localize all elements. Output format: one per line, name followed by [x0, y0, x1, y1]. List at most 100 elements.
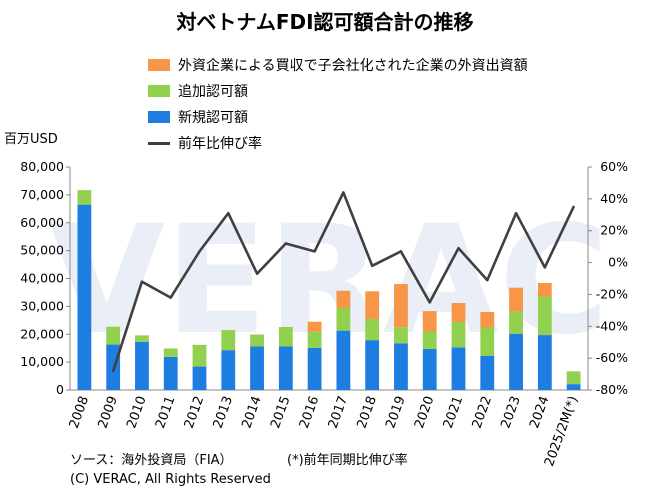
bar-additional — [451, 321, 466, 348]
legend-swatch-additional — [148, 85, 170, 97]
y-left-tick-label: 40,000 — [20, 271, 64, 286]
bar-new — [250, 346, 264, 390]
y-right-tick-label: 0% — [608, 255, 628, 270]
chart-title: 対ベトナムFDI認可額合計の推移 — [176, 10, 474, 34]
bar-new — [221, 350, 236, 390]
bar-ma — [422, 311, 437, 332]
y-left-tick-label: 80,000 — [20, 159, 64, 174]
legend-item-ma: 外資企業による買収で子会社化された企業の外資出資額 — [148, 52, 528, 78]
source-note: ソース：海外投資局（FIA） — [70, 453, 233, 468]
y-left-tick-label: 50,000 — [20, 243, 64, 258]
legend-label-additional: 追加認可額 — [178, 84, 248, 100]
bar-additional — [77, 190, 92, 205]
y-right-tick-label: -60% — [596, 350, 628, 365]
bar-new — [163, 356, 178, 390]
bar-new — [135, 341, 149, 390]
x-tick-label: 2010 — [124, 394, 149, 430]
x-tick-label: 2019 — [383, 394, 408, 430]
x-tick-label: 2021 — [441, 394, 466, 430]
x-tick-label: 2012 — [182, 394, 207, 430]
y-right-tick-label: 20% — [600, 223, 628, 238]
legend-item-growth: 前年比伸び率 — [148, 130, 528, 156]
y-left-tick-label: 10,000 — [20, 354, 64, 369]
bar-new — [307, 347, 322, 390]
bar-additional — [537, 296, 552, 336]
bar-new — [451, 347, 466, 390]
growth-point — [313, 250, 316, 253]
y-right-tick-label: -40% — [596, 318, 628, 333]
legend-swatch-new — [148, 111, 170, 123]
growth-point — [543, 266, 547, 269]
y-left-tick-label: 20,000 — [20, 326, 64, 341]
x-tick-label: 2013 — [211, 394, 236, 430]
y-left-tick-label: 0 — [56, 382, 64, 397]
bar-new — [566, 384, 581, 390]
legend-label-growth: 前年比伸び率 — [178, 136, 262, 152]
growth-point — [428, 301, 431, 304]
y-right-tick-label: -20% — [596, 286, 628, 301]
y-left-tick-label: 70,000 — [20, 187, 64, 202]
x-tick-label: 2009 — [96, 394, 121, 430]
bar-additional — [566, 371, 581, 385]
legend-swatch-growth — [148, 141, 170, 145]
bar-new — [365, 340, 380, 390]
bar-ma — [336, 290, 351, 309]
bar-new — [480, 355, 495, 390]
legend-swatch-ma — [148, 59, 170, 71]
growth-point — [198, 250, 201, 253]
x-tick-label: 2014 — [239, 394, 264, 430]
growth-point — [284, 242, 288, 245]
growth-point — [227, 211, 230, 215]
y-right-tick-label: 40% — [600, 191, 628, 206]
bar-additional — [365, 318, 380, 341]
bar-additional — [394, 327, 408, 344]
bar-additional — [192, 344, 207, 367]
x-tick-label: 2018 — [355, 394, 380, 430]
growth-point — [486, 278, 489, 282]
bar-new — [422, 349, 437, 390]
legend-item-additional: 追加認可額 — [148, 78, 528, 104]
bar-new — [394, 343, 408, 390]
x-tick-label: 2016 — [297, 394, 322, 430]
x-tick-label: 2015 — [268, 394, 293, 430]
x-tick-label: 2008 — [67, 394, 92, 430]
x-tick-label: 2020 — [412, 394, 437, 430]
legend-label-new: 新規認可額 — [178, 110, 248, 126]
growth-point — [255, 272, 259, 275]
bar-ma — [307, 321, 322, 332]
x-tick-label: 2017 — [326, 394, 351, 430]
bar-additional — [278, 327, 293, 347]
bar-new — [537, 335, 552, 390]
bar-additional — [336, 308, 351, 331]
growth-point — [111, 369, 115, 373]
bar-ma — [537, 282, 552, 297]
bar-additional — [106, 326, 121, 345]
bar-additional — [135, 335, 149, 342]
bar-ma — [365, 291, 380, 319]
bar-ma — [480, 311, 495, 328]
growth-point — [572, 205, 575, 209]
growth-point — [514, 211, 518, 215]
bar-additional — [480, 327, 495, 356]
growth-point — [399, 250, 403, 253]
bar-additional — [307, 331, 322, 348]
bar-ma — [451, 303, 466, 322]
bar-additional — [422, 331, 437, 350]
bar-ma — [509, 287, 523, 312]
bar-new — [77, 204, 92, 390]
bar-additional — [250, 334, 264, 347]
growth-point — [140, 280, 144, 283]
x-tick-label: 2022 — [470, 394, 495, 430]
legend-label-ma: 外資企業による買収で子会社化された企業の外資出資額 — [178, 58, 528, 74]
bar-additional — [509, 311, 523, 334]
bar-additional — [163, 348, 178, 357]
bar-new — [509, 333, 523, 390]
bar-new — [278, 346, 293, 390]
y-left-tick-label: 30,000 — [20, 298, 64, 313]
copyright-note: (C) VERAC, All Rights Reserved — [70, 472, 271, 487]
y-right-tick-label: -80% — [596, 382, 628, 397]
y-right-tick-label: 60% — [600, 159, 628, 174]
footnote: (*)前年同期比伸び率 — [287, 453, 408, 468]
